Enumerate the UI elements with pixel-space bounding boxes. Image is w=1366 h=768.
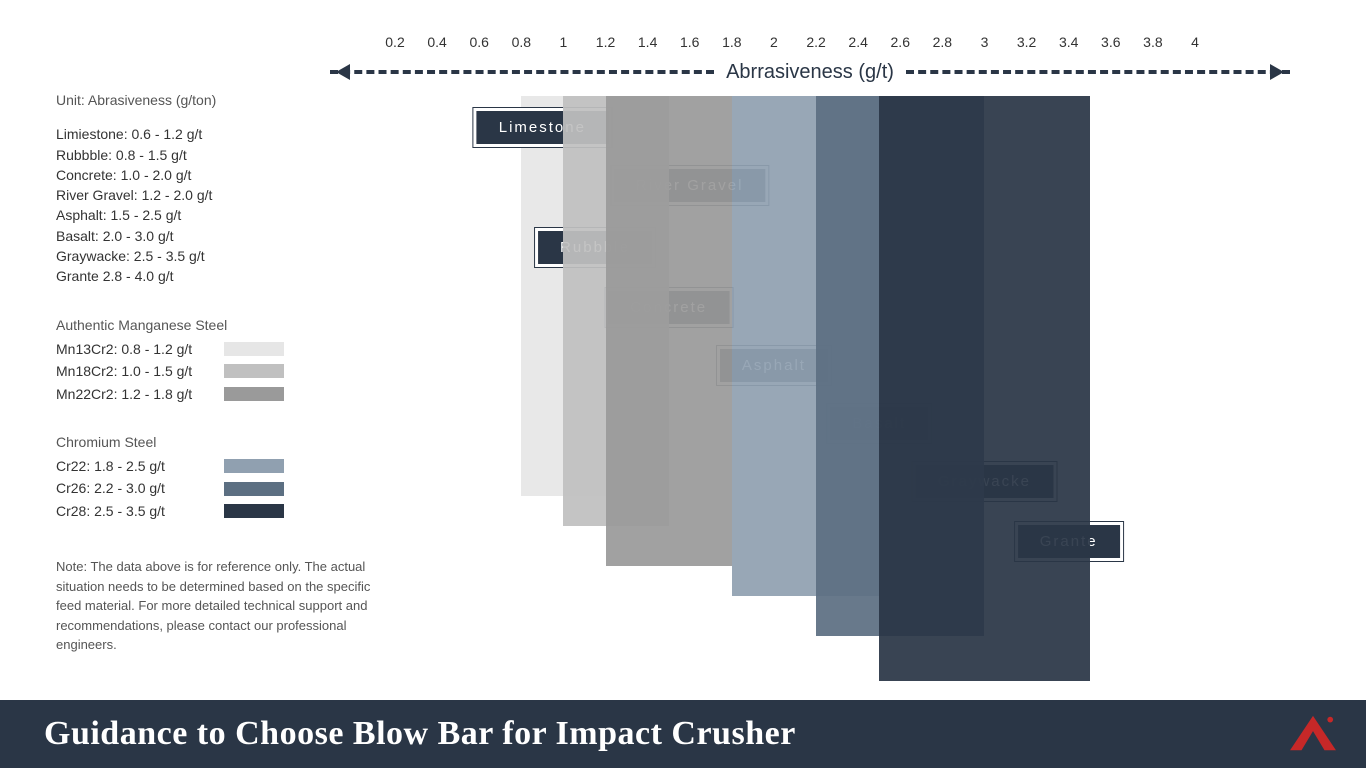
axis-tick: 0.8 — [512, 34, 531, 50]
material-line: Graywacke: 2.5 - 3.5 g/t — [56, 246, 386, 266]
axis-tick: 2 — [770, 34, 778, 50]
swatch-color — [224, 342, 284, 356]
axis-label: Abrrasiveness (g/t) — [714, 61, 906, 84]
footer-title: Guidance to Choose Blow Bar for Impact C… — [44, 715, 796, 753]
axis-tick: 3 — [981, 34, 989, 50]
material-line: Grante 2.8 - 4.0 g/t — [56, 266, 386, 286]
axis-tick: 2.6 — [891, 34, 910, 50]
axis-tick: 0.2 — [385, 34, 404, 50]
steel-bar-Mn22Cr2 — [606, 96, 732, 566]
swatch-color — [224, 504, 284, 518]
axis-tick: 0.6 — [469, 34, 488, 50]
axis-tick: 1.8 — [722, 34, 741, 50]
swatch-label: Mn18Cr2: 1.0 - 1.5 g/t — [56, 361, 206, 381]
axis-tick: 3.6 — [1101, 34, 1120, 50]
material-line: Rubbble: 0.8 - 1.5 g/t — [56, 145, 386, 165]
chart-area: 0.2 0.4 0.6 0.8 1 1.2 1.4 1.6 1.8 2 2.2 2.4 2.6 2.8 3 3… — [0, 0, 1366, 700]
swatch-row: Mn22Cr2: 1.2 - 1.8 g/t — [56, 384, 386, 404]
axis-tick: 2.2 — [806, 34, 825, 50]
material-line: Limiestone: 0.6 - 1.2 g/t — [56, 124, 386, 144]
swatch-row: Mn18Cr2: 1.0 - 1.5 g/t — [56, 361, 386, 381]
brand-logo-icon — [1284, 712, 1342, 756]
axis-ticks: 0.20.40.60.811.21.41.61.822.22.42.62.833… — [395, 34, 1195, 54]
group2-title: Chromium Steel — [56, 432, 386, 452]
axis-arrow-right — [906, 70, 1290, 74]
note-text: Note: The data above is for reference on… — [56, 557, 376, 655]
swatch-label: Mn13Cr2: 0.8 - 1.2 g/t — [56, 339, 206, 359]
steel-bar-Cr28 — [879, 96, 1090, 681]
axis-tick: 4 — [1191, 34, 1199, 50]
group1-swatches: Mn13Cr2: 0.8 - 1.2 g/tMn18Cr2: 1.0 - 1.5… — [56, 339, 386, 404]
swatch-color — [224, 482, 284, 496]
swatch-row: Cr26: 2.2 - 3.0 g/t — [56, 478, 386, 498]
axis-tick: 2.4 — [848, 34, 867, 50]
axis-tick: 0.4 — [427, 34, 446, 50]
sidebar: Unit: Abrasiveness (g/ton) Limiestone: 0… — [56, 82, 386, 655]
swatch-row: Cr22: 1.8 - 2.5 g/t — [56, 456, 386, 476]
material-line: River Gravel: 1.2 - 2.0 g/t — [56, 185, 386, 205]
unit-label: Unit: Abrasiveness (g/ton) — [56, 90, 386, 110]
axis-row: Abrrasiveness (g/t) — [330, 60, 1290, 84]
swatch-color — [224, 387, 284, 401]
material-line: Basalt: 2.0 - 3.0 g/t — [56, 226, 386, 246]
axis-tick: 2.8 — [933, 34, 952, 50]
swatch-color — [224, 364, 284, 378]
materials-list: Limiestone: 0.6 - 1.2 g/tRubbble: 0.8 - … — [56, 124, 386, 286]
axis-tick: 3.4 — [1059, 34, 1078, 50]
axis-tick: 3.2 — [1017, 34, 1036, 50]
swatch-color — [224, 459, 284, 473]
swatch-label: Cr28: 2.5 - 3.5 g/t — [56, 501, 206, 521]
material-line: Asphalt: 1.5 - 2.5 g/t — [56, 205, 386, 225]
axis-arrow-left — [330, 70, 714, 74]
axis-tick: 1 — [560, 34, 568, 50]
group1-title: Authentic Manganese Steel — [56, 315, 386, 335]
axis-tick: 1.6 — [680, 34, 699, 50]
group2-swatches: Cr22: 1.8 - 2.5 g/tCr26: 2.2 - 3.0 g/t Cr… — [56, 456, 386, 521]
axis-tick: 3.8 — [1143, 34, 1162, 50]
footer-bar: Guidance to Choose Blow Bar for Impact C… — [0, 700, 1366, 768]
swatch-label: Mn22Cr2: 1.2 - 1.8 g/t — [56, 384, 206, 404]
swatch-label: Cr26: 2.2 - 3.0 g/t — [56, 478, 206, 498]
swatch-row: Mn13Cr2: 0.8 - 1.2 g/t — [56, 339, 386, 359]
axis-tick: 1.4 — [638, 34, 657, 50]
axis-tick: 1.2 — [596, 34, 615, 50]
swatch-row: Cr28: 2.5 - 3.5 g/t — [56, 501, 386, 521]
swatch-label: Cr22: 1.8 - 2.5 g/t — [56, 456, 206, 476]
material-line: Concrete: 1.0 - 2.0 g/t — [56, 165, 386, 185]
